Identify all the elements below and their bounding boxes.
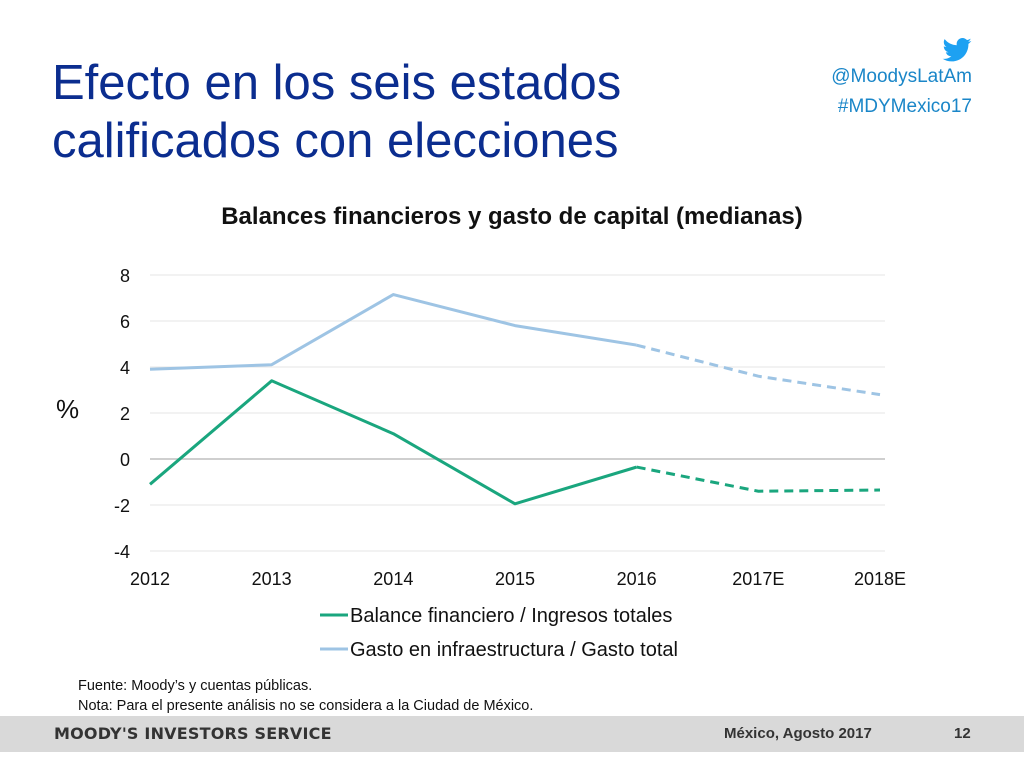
source-note: Fuente: Moody’s y cuentas públicas. — [78, 678, 313, 694]
y-tick-label: 0 — [120, 450, 130, 470]
slide-title: Efecto en los seis estados calificados c… — [52, 54, 752, 170]
x-tick-label: 2018E — [854, 569, 906, 589]
legend: Balance financiero / Ingresos totales Gas… — [320, 605, 678, 661]
line-chart: -4 -2 0 2 4 6 8 2012 2013 2014 2015 2016 2017E 2018E… — [56, 266, 906, 661]
x-tick-label: 2014 — [373, 569, 413, 589]
x-tick-label: 2016 — [617, 569, 657, 589]
twitter-handle[interactable]: @MoodysLatAm — [831, 66, 972, 87]
y-tick-label: 8 — [120, 266, 130, 286]
x-tick-label: 2017E — [732, 569, 784, 589]
page-number: 12 — [954, 725, 971, 742]
x-tick-labels: 2012 2013 2014 2015 2016 2017E 2018E — [130, 569, 906, 589]
slide-title-line-1: Efecto en los seis estados — [52, 56, 622, 110]
x-tick-label: 2013 — [252, 569, 292, 589]
social-block: @MoodysLatAm #MDYMexico17 — [831, 38, 972, 122]
notes: Fuente: Moody’s y cuentas públicas. Nota… — [78, 676, 533, 716]
series-line-solid — [149, 379, 638, 506]
x-tick-label: 2015 — [495, 569, 535, 589]
gridlines — [150, 274, 885, 552]
y-tick-labels: -4 -2 0 2 4 6 8 — [114, 266, 130, 562]
y-tick-label: 6 — [120, 312, 130, 332]
slide-title-line-2: calificados con elecciones — [52, 114, 619, 168]
series-line-dashed — [636, 465, 881, 493]
series-line-dashed — [636, 343, 881, 397]
legend-entry: Balance financiero / Ingresos totales — [350, 605, 672, 627]
chart-title: Balances financieros y gasto de capital … — [221, 203, 803, 230]
y-tick-label: -2 — [114, 496, 130, 516]
footer-date: México, Agosto 2017 — [724, 725, 872, 742]
series-lines — [149, 293, 881, 506]
y-tick-label: 4 — [120, 358, 130, 378]
twitter-bird-icon — [942, 38, 972, 62]
series-line-solid — [149, 293, 637, 371]
x-tick-label: 2012 — [130, 569, 170, 589]
y-tick-label: -4 — [114, 542, 130, 562]
footer-bar: MOODY'S INVESTORS SERVICE México, Agosto… — [0, 716, 1024, 752]
hashtag[interactable]: #MDYMexico17 — [837, 96, 972, 117]
y-axis-label: % — [56, 394, 79, 424]
y-tick-label: 2 — [120, 404, 130, 424]
legend-entry: Gasto en infraestructura / Gasto total — [350, 639, 678, 661]
footer-brand: MOODY'S INVESTORS SERVICE — [54, 724, 332, 743]
analysis-note: Nota: Para el presente análisis no se co… — [78, 698, 534, 714]
